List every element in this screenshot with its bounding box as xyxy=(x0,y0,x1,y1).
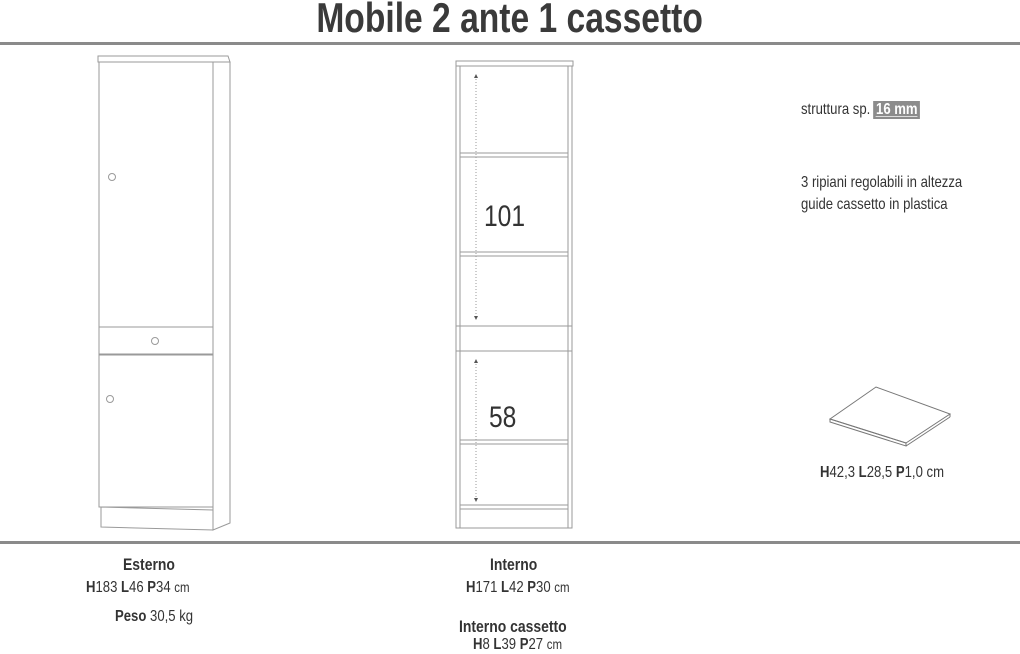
drawer-front xyxy=(98,326,214,355)
dimension-label-lower: 58 xyxy=(489,401,517,434)
top-divider xyxy=(0,42,1020,45)
shelf-1 xyxy=(459,152,569,158)
interno-heading: Interno xyxy=(490,555,538,574)
interior-cabinet-drawing xyxy=(455,60,574,529)
structure-thickness: struttura sp. 16 mm xyxy=(801,101,946,119)
interno-dimensions: H171 L42 P30 cm xyxy=(466,579,570,596)
lower-door-knob xyxy=(106,395,114,403)
page-title: Mobile 2 ante 1 cassetto xyxy=(316,0,704,41)
note-shelves: 3 ripiani regolabili in altezza xyxy=(801,174,963,191)
interno-cassetto-heading: Interno cassetto xyxy=(459,617,567,636)
note-drawer-guides: guide cassetto in plastica xyxy=(801,196,948,213)
upper-door-knob xyxy=(108,173,116,181)
shelf-3 xyxy=(459,439,569,445)
thickness-badge: 16 mm xyxy=(873,101,921,119)
cabinet-plinth xyxy=(100,506,214,531)
esterno-dimensions: H183 L46 P34 cm xyxy=(86,579,190,596)
shelf-panel-drawing xyxy=(828,386,952,447)
esterno-heading: Esterno xyxy=(123,555,175,574)
cabinet-side xyxy=(212,61,231,531)
bottom-panel xyxy=(459,504,569,510)
drawer-knob xyxy=(151,337,159,345)
upper-door xyxy=(98,61,214,328)
lower-door xyxy=(98,354,214,508)
cabinet-top xyxy=(97,55,231,63)
peso: Peso 30,5 kg xyxy=(115,608,194,625)
shelf-2 xyxy=(459,251,569,257)
exterior-cabinet-drawing xyxy=(97,55,231,531)
interno-cassetto-dimensions: H8 L39 P27 cm xyxy=(473,636,563,653)
dimension-label-upper: 101 xyxy=(484,200,526,233)
drawer xyxy=(455,325,573,352)
bottom-divider xyxy=(0,541,1020,544)
shelf-dimensions: H42,3 L28,5 P1,0 cm xyxy=(820,464,945,481)
